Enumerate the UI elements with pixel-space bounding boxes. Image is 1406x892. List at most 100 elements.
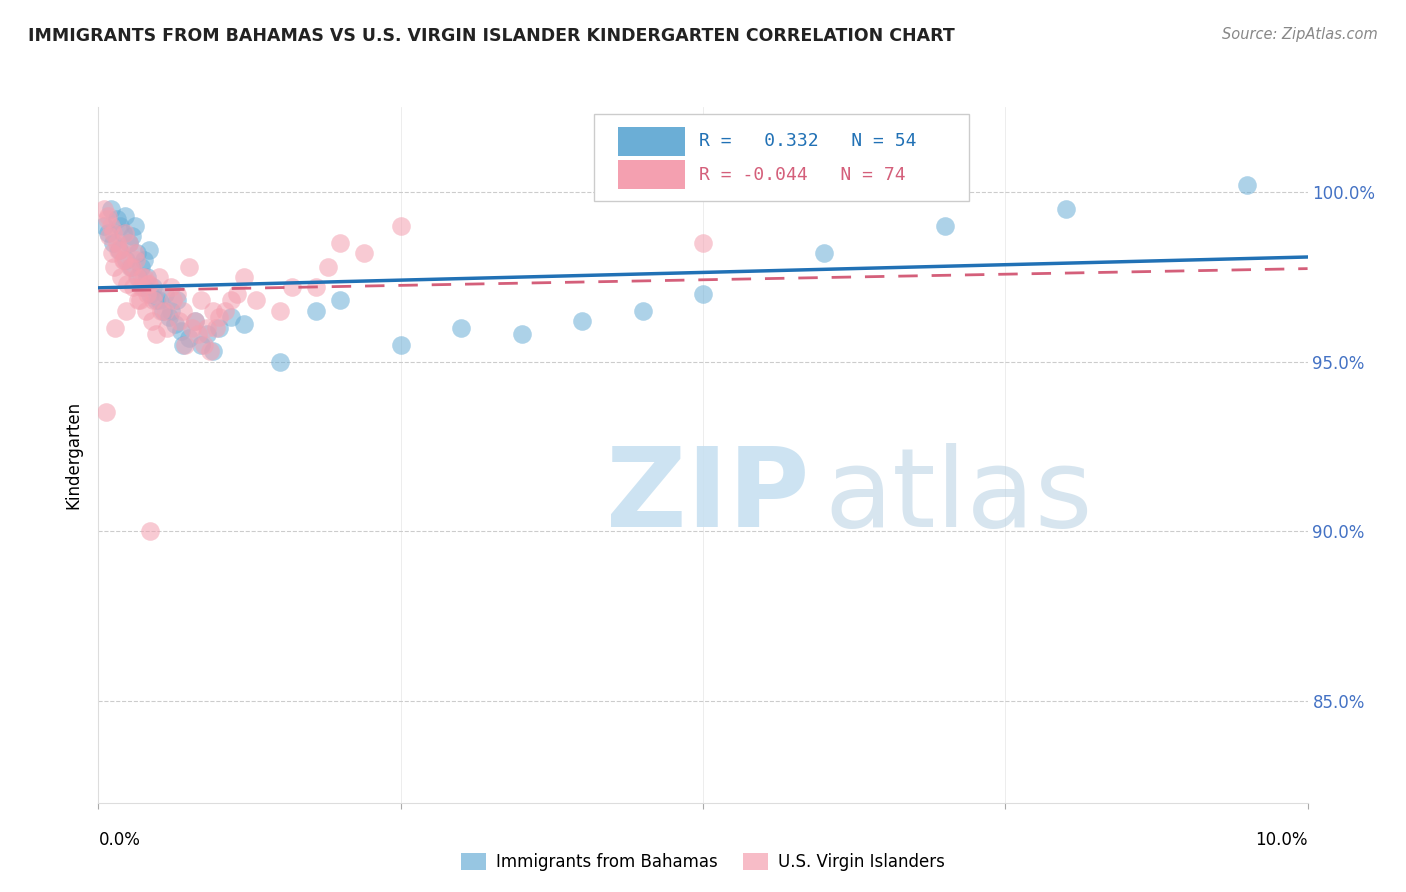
Point bbox=[156, 320, 179, 334]
Point bbox=[145, 327, 167, 342]
Point bbox=[269, 354, 291, 368]
Point bbox=[141, 314, 163, 328]
Text: 0.0%: 0.0% bbox=[98, 830, 141, 848]
Point bbox=[153, 286, 176, 301]
Text: 10.0%: 10.0% bbox=[1256, 830, 1308, 848]
Point bbox=[143, 286, 166, 301]
Point bbox=[148, 293, 170, 308]
Point bbox=[93, 202, 115, 216]
Point bbox=[179, 331, 201, 345]
Point bbox=[134, 269, 156, 284]
Point bbox=[316, 260, 339, 274]
Point bbox=[180, 320, 202, 334]
Point bbox=[934, 219, 956, 233]
Point bbox=[631, 303, 654, 318]
Point bbox=[138, 243, 160, 257]
Point bbox=[105, 235, 128, 250]
Point bbox=[135, 269, 157, 284]
Point bbox=[121, 260, 143, 274]
Point bbox=[111, 226, 134, 240]
Point bbox=[100, 219, 122, 233]
Point bbox=[139, 286, 162, 301]
Point bbox=[134, 252, 156, 267]
Point bbox=[108, 243, 131, 257]
Point bbox=[118, 235, 141, 250]
Text: R =   0.332   N = 54: R = 0.332 N = 54 bbox=[699, 132, 917, 150]
Text: ZIP: ZIP bbox=[606, 443, 810, 550]
Point bbox=[127, 269, 149, 284]
Point bbox=[104, 320, 127, 334]
Point bbox=[100, 202, 122, 216]
Point bbox=[148, 269, 170, 284]
Point bbox=[172, 303, 194, 318]
Point bbox=[105, 212, 128, 227]
Point bbox=[97, 209, 120, 223]
Point bbox=[108, 243, 131, 257]
Point bbox=[124, 246, 146, 260]
Point bbox=[136, 277, 159, 291]
Point bbox=[129, 260, 152, 274]
Point bbox=[281, 280, 304, 294]
Point bbox=[245, 293, 267, 308]
Y-axis label: Kindergarten: Kindergarten bbox=[65, 401, 83, 509]
Point bbox=[131, 269, 153, 284]
Point bbox=[110, 269, 132, 284]
Point bbox=[142, 280, 165, 294]
Point bbox=[118, 260, 141, 274]
Point bbox=[127, 269, 149, 284]
Point bbox=[353, 246, 375, 260]
Point bbox=[329, 293, 352, 308]
Point bbox=[138, 277, 160, 291]
Point bbox=[162, 293, 184, 308]
Point bbox=[195, 327, 218, 342]
Text: R = -0.044   N = 74: R = -0.044 N = 74 bbox=[699, 166, 905, 184]
Point bbox=[160, 303, 183, 318]
FancyBboxPatch shape bbox=[619, 127, 685, 156]
Point bbox=[122, 280, 145, 294]
Point bbox=[692, 286, 714, 301]
Point bbox=[221, 310, 243, 325]
Point bbox=[172, 337, 194, 351]
Point bbox=[145, 293, 167, 308]
Point bbox=[389, 219, 412, 233]
Point bbox=[193, 337, 215, 351]
FancyBboxPatch shape bbox=[595, 114, 969, 201]
Point bbox=[93, 219, 115, 233]
Point bbox=[195, 320, 218, 334]
Point bbox=[142, 293, 165, 308]
Point bbox=[692, 235, 714, 250]
Point bbox=[187, 327, 209, 342]
Point bbox=[232, 269, 254, 284]
Point bbox=[114, 226, 136, 240]
Point bbox=[208, 320, 231, 334]
Point bbox=[184, 314, 207, 328]
Point bbox=[169, 314, 191, 328]
Point bbox=[127, 293, 149, 308]
Point bbox=[112, 252, 135, 267]
Point bbox=[97, 226, 120, 240]
Point bbox=[208, 310, 231, 325]
Point bbox=[114, 209, 136, 223]
Point bbox=[221, 293, 243, 308]
Point bbox=[100, 246, 122, 260]
Point bbox=[153, 303, 176, 318]
Point bbox=[115, 252, 138, 267]
Point bbox=[107, 243, 129, 257]
Point bbox=[179, 260, 201, 274]
Point bbox=[198, 344, 221, 359]
Point bbox=[117, 277, 139, 291]
Point bbox=[103, 260, 125, 274]
Point bbox=[101, 235, 124, 250]
Point bbox=[202, 344, 225, 359]
Point bbox=[571, 314, 593, 328]
Point bbox=[118, 235, 141, 250]
Point bbox=[157, 310, 180, 325]
Point bbox=[190, 337, 212, 351]
Point bbox=[510, 327, 533, 342]
Point bbox=[101, 226, 124, 240]
Point bbox=[135, 286, 157, 301]
Point bbox=[184, 314, 207, 328]
Text: Source: ZipAtlas.com: Source: ZipAtlas.com bbox=[1222, 27, 1378, 42]
Point bbox=[1054, 202, 1077, 216]
Point bbox=[166, 293, 188, 308]
